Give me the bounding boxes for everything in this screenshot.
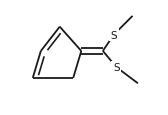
Text: S: S <box>110 30 117 40</box>
Text: S: S <box>113 63 120 72</box>
